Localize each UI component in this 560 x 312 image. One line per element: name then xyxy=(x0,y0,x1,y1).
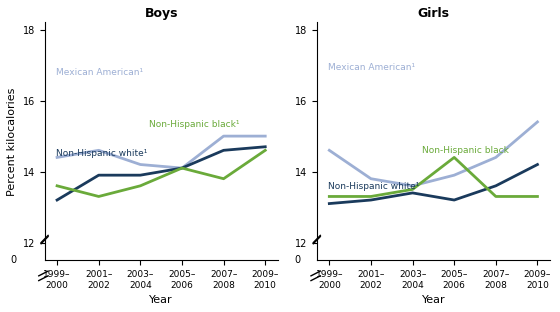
Text: Non-Hispanic white¹: Non-Hispanic white¹ xyxy=(329,182,420,191)
Text: Mexican American¹: Mexican American¹ xyxy=(329,63,416,72)
Title: Girls: Girls xyxy=(417,7,449,20)
X-axis label: Year: Year xyxy=(150,295,173,305)
Title: Boys: Boys xyxy=(144,7,178,20)
Text: Non-Hispanic black¹: Non-Hispanic black¹ xyxy=(150,120,240,129)
Text: Non-Hispanic white¹: Non-Hispanic white¹ xyxy=(56,149,148,158)
Text: 0: 0 xyxy=(11,256,17,266)
X-axis label: Year: Year xyxy=(422,295,445,305)
Text: Mexican American¹: Mexican American¹ xyxy=(56,68,143,77)
Y-axis label: Percent kilocalories: Percent kilocalories xyxy=(7,87,17,196)
Text: Non-Hispanic black: Non-Hispanic black xyxy=(422,146,508,155)
Text: 0: 0 xyxy=(295,256,301,266)
